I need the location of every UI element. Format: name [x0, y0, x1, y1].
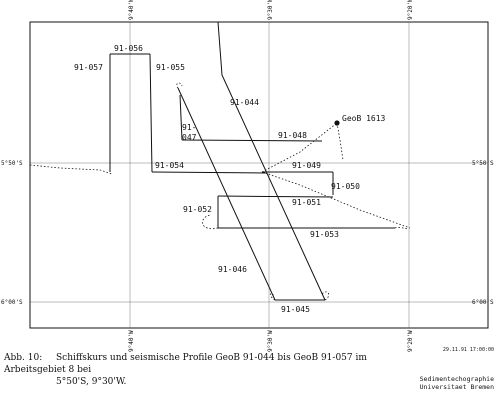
lon-tick-top-2: 9°30'W — [267, 0, 274, 20]
label-91-055: 91-055 — [156, 63, 185, 72]
label-91-051: 91-051 — [292, 198, 321, 207]
loop-91-053 — [394, 227, 409, 229]
label-91-048: 91-048 — [278, 131, 307, 140]
lon-tick-top-1: 9°40'W — [128, 0, 135, 20]
lon-tick-bottom-2: 9°30'W — [267, 330, 274, 352]
label-91-047-b: 047 — [182, 133, 197, 142]
course-from-station — [336, 122, 344, 161]
label-91-050: 91-050 — [331, 182, 360, 191]
lon-tick-bottom-3: 9°20'W — [407, 330, 414, 352]
label-91-053: 91-053 — [310, 230, 339, 239]
caption-line-1: Schiffskurs und seismische Profile GeoB … — [4, 353, 367, 375]
map-frame — [29, 21, 489, 329]
label-91-054: 91-054 — [155, 161, 184, 170]
credit-line-2: Universitaet Bremen — [419, 383, 494, 391]
track-91-047 — [179, 94, 183, 141]
label-91-057: 91-057 — [74, 63, 103, 72]
print-timestamp: 29.11.91 17:00:00 — [442, 347, 494, 353]
label-91-046: 91-046 — [218, 265, 247, 274]
label-91-044: 91-044 — [230, 98, 259, 107]
lon-tick-top-3: 9°20'W — [407, 0, 414, 20]
credit-block: Sedimentechographie Universitaet Bremen — [420, 375, 494, 391]
lat-tick-right-1: 5°50'S — [472, 160, 494, 167]
station-geob-1613-marker — [334, 120, 340, 126]
course-east — [261, 171, 411, 229]
figure-label: Abb. 10: — [4, 353, 43, 363]
track-91-048 — [181, 139, 323, 142]
loop-91-044 — [321, 291, 330, 301]
course-to-station — [261, 122, 338, 173]
loop-91-045 — [269, 293, 276, 301]
lat-tick-right-2: 6°00'S — [472, 299, 494, 306]
label-91-045: 91-045 — [281, 305, 310, 314]
label-91-047-a: 91- — [182, 123, 196, 132]
lat-tick-left-2: 6°00'S — [1, 299, 23, 306]
track-91-051 — [217, 195, 334, 198]
caption-line-2: 5°50'S, 9°30'W. — [56, 377, 127, 387]
station-geob-1613-label: GeoB 1613 — [342, 114, 386, 123]
label-91-049: 91-049 — [292, 161, 321, 170]
track-91-055 — [149, 53, 153, 173]
course-west — [29, 164, 113, 175]
grid — [30, 22, 488, 328]
track-91-054 — [151, 171, 266, 174]
figure-caption: Abb. 10: Schiffskurs und seismische Profi… — [4, 352, 394, 388]
loop-91-052 — [202, 214, 219, 230]
loop-91-046-top — [176, 82, 183, 89]
track-91-046 — [177, 87, 276, 301]
label-91-056: 91-056 — [114, 44, 143, 53]
label-91-052: 91-052 — [183, 205, 212, 214]
lon-tick-bottom-1: 9°40'W — [128, 330, 135, 352]
lat-tick-left-1: 5°50'S — [1, 160, 23, 167]
track-91-044 — [217, 21, 326, 301]
credit-line-1: Sedimentechographie — [419, 375, 494, 383]
